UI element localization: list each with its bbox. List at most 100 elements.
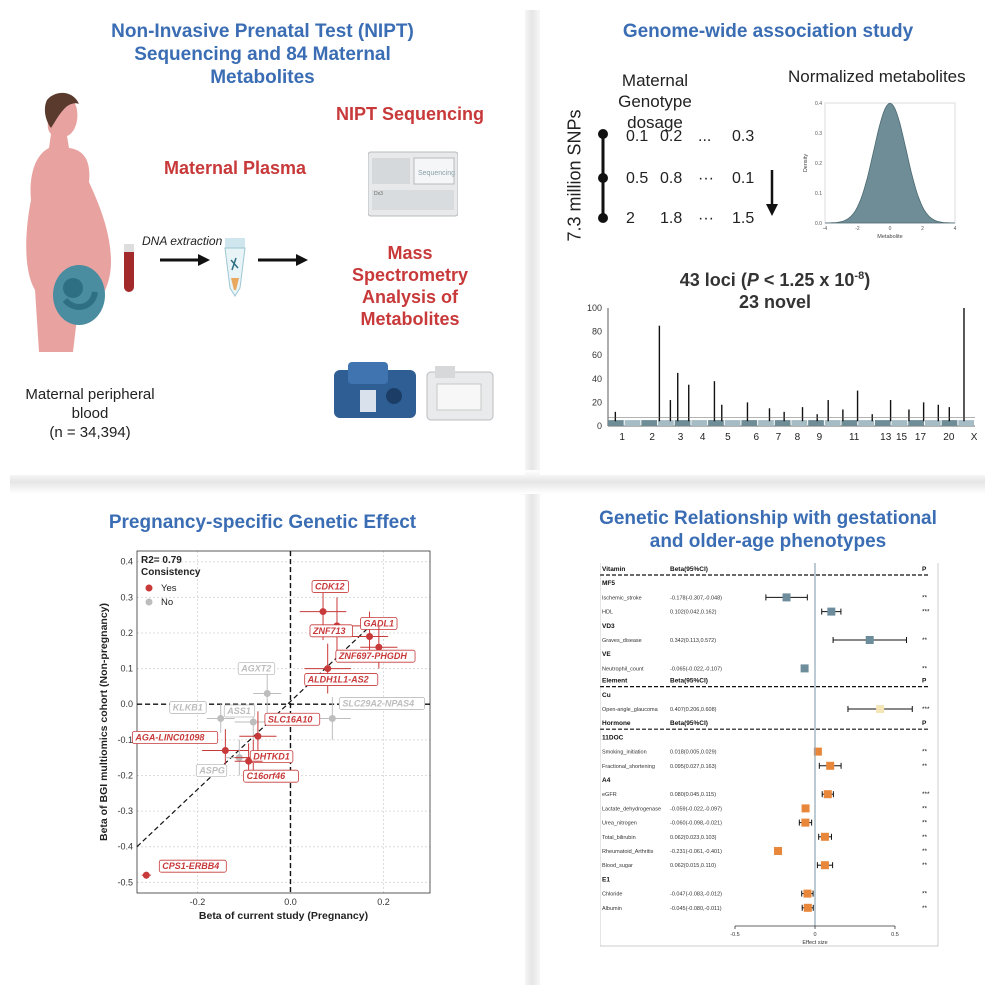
forest-estimate (826, 762, 834, 770)
density-ytick: 0.1 (815, 191, 822, 197)
title-line-2: Sequencing and 84 Maternal (0, 43, 525, 66)
arrow-right-icon (160, 252, 210, 268)
point-label: ALDH1L1-AS2 (307, 675, 369, 685)
manhattan-base-band (825, 420, 841, 426)
scatter-ylabel: Beta of BGI multiomics cohort (Non-pregn… (98, 603, 110, 841)
forest-trait: Albumin (602, 906, 622, 912)
scatter-xtick: -0.2 (190, 897, 206, 907)
manhattan-chrom-label: 1 (619, 432, 625, 443)
scatter-ytick: -0.3 (117, 806, 133, 816)
sequencer-screen-text: Sequencing (418, 170, 455, 177)
scatter-ytick: 0.4 (120, 557, 133, 567)
scatter-xtick: 0.0 (284, 897, 297, 907)
dosage-cell: 0.2 (660, 128, 682, 146)
forest-subgroup: E1 (602, 876, 610, 883)
panel-nipt-title: Non-Invasive Prenatal Test (NIPT) Sequen… (0, 20, 525, 89)
forest-plot: Vitamin Beta(95%CI) PMF5Ischemic_stroke -0.… (600, 563, 940, 958)
density-ytick: 0.2 (815, 161, 822, 167)
forest-trait: Fractional_shortening (602, 764, 655, 770)
forest-subgroup: VE (602, 651, 611, 658)
forest-estimate (803, 890, 811, 898)
forest-ci: -0.060(-0.098,-0.021) (670, 821, 722, 827)
dosage-cell: ... (698, 128, 711, 146)
mass-spec-line-1: Mass (330, 242, 490, 264)
point-label: KLKB1 (173, 702, 203, 712)
forest-trait: Graves_disease (602, 638, 642, 644)
forest-p: *** (922, 706, 930, 713)
forest-ci: 0.062(0.015,0.110) (670, 863, 716, 869)
forest-ci-header: Beta(95%CI) (670, 566, 708, 573)
forest-xtick: 0 (813, 932, 816, 938)
data-point (324, 665, 331, 672)
manhattan-ytick: 60 (592, 350, 602, 360)
manhattan-ytick: 40 (592, 374, 602, 384)
point-label: C16orf46 (247, 771, 287, 781)
manhattan-chrom-label: 11 (849, 432, 860, 443)
panel-pregnancy: Pregnancy-specific Genetic Effect 0.4 0.3… (0, 495, 525, 996)
normalized-metabolites-label: Normalized metabolites (788, 67, 966, 87)
dosage-matrix: 0.1 0.2... 0.3 0.5 0.8 ··· 0.1 2 1.8 ··· 1.5 (616, 128, 766, 228)
manhattan-base-band (792, 420, 808, 426)
genotype-label: Maternal Genotype dosage (590, 70, 720, 133)
panel-pregnancy-title: Pregnancy-specific Genetic Effect (0, 511, 525, 534)
density-ytick: 0.4 (815, 101, 822, 107)
loci-prefix: 43 loci ( (680, 270, 747, 290)
forest-group-header: Vitamin (602, 566, 625, 573)
dosage-cell: 2 (626, 210, 635, 228)
panel-forest-title: Genetic Relationship with gestational an… (540, 507, 996, 553)
forest-ci: 0.095(0.027,0.163) (670, 764, 717, 770)
forest-p: ** (922, 805, 928, 812)
manhattan-base-band (892, 420, 908, 426)
scatter-ytick: -0.4 (117, 842, 133, 852)
forest-estimate (821, 833, 829, 841)
mass-spec-line-2: Spectrometry (330, 264, 490, 286)
forest-estimate (774, 847, 782, 855)
forest-xlabel: Effect size (802, 940, 827, 946)
data-point (254, 733, 261, 740)
manhattan-base-band (725, 420, 741, 426)
scatter-xlabel: Beta of current study (Pregnancy) (199, 910, 368, 922)
density-xtick: 4 (954, 226, 957, 232)
scatter-ytick: 0.0 (120, 699, 133, 709)
manhattan-chrom-label: 3 (678, 432, 684, 443)
scatter-legend-title: Consistency (141, 567, 201, 578)
manhattan-base-band (641, 420, 657, 426)
forest-frame (600, 563, 938, 946)
loci-line: 43 loci (P < 1.25 x 10-8) (650, 265, 900, 291)
manhattan-ytick: 80 (592, 327, 602, 337)
density-xtick: -2 (855, 226, 860, 232)
loci-suffix: ) (864, 270, 870, 290)
manhattan-plot: 100 80 60 40 20 0 1 2 3 4 5 6 7 8 9 11 13 15 17 20 X (570, 298, 985, 448)
density-ytick: 0.0 (815, 221, 822, 227)
density-plot: 0.40.30.20.10.0-4 -2 0 2 4MetaboliteDensity (795, 95, 965, 245)
blood-caption-line-2: blood (20, 404, 160, 423)
density-ylabel: Density (803, 154, 809, 173)
forest-trait: Smoking_initiation (602, 750, 647, 756)
dosage-cell: 0.8 (660, 170, 682, 188)
manhattan-base-band (875, 420, 891, 426)
point-label: CPS1-ERBB4 (162, 861, 219, 871)
data-point (375, 644, 382, 651)
forest-p: ** (922, 763, 928, 770)
point-label: ASS1 (226, 706, 251, 716)
forest-ci: 0.018(0.005,0.029) (670, 750, 717, 756)
scatter-ytick: 0.2 (120, 628, 133, 638)
data-point (245, 758, 252, 765)
forest-ci: 0.342(0.113,0.572) (670, 638, 716, 644)
dosage-cell: ··· (698, 170, 714, 188)
forest-estimate (801, 664, 809, 672)
loci-exponent: -8 (854, 270, 864, 282)
forest-ci-header: Beta(95%CI) (670, 678, 708, 685)
manhattan-base-band (842, 420, 858, 426)
forest-subgroup: 11DOC (602, 734, 624, 741)
forest-ci: -0.045(-0.080,-0.011) (670, 906, 722, 912)
data-point (143, 872, 150, 879)
genotype-line-1: Maternal Genotype (590, 70, 720, 112)
forest-ci: -0.047(-0.083,-0.012) (670, 892, 722, 898)
scatter-ytick: -0.1 (117, 735, 133, 745)
forest-p: ** (922, 637, 928, 644)
arrow-right-icon-2 (258, 252, 308, 268)
forest-p-header: P (922, 678, 927, 685)
data-point (320, 608, 327, 615)
legend-no-label: No (161, 597, 173, 608)
